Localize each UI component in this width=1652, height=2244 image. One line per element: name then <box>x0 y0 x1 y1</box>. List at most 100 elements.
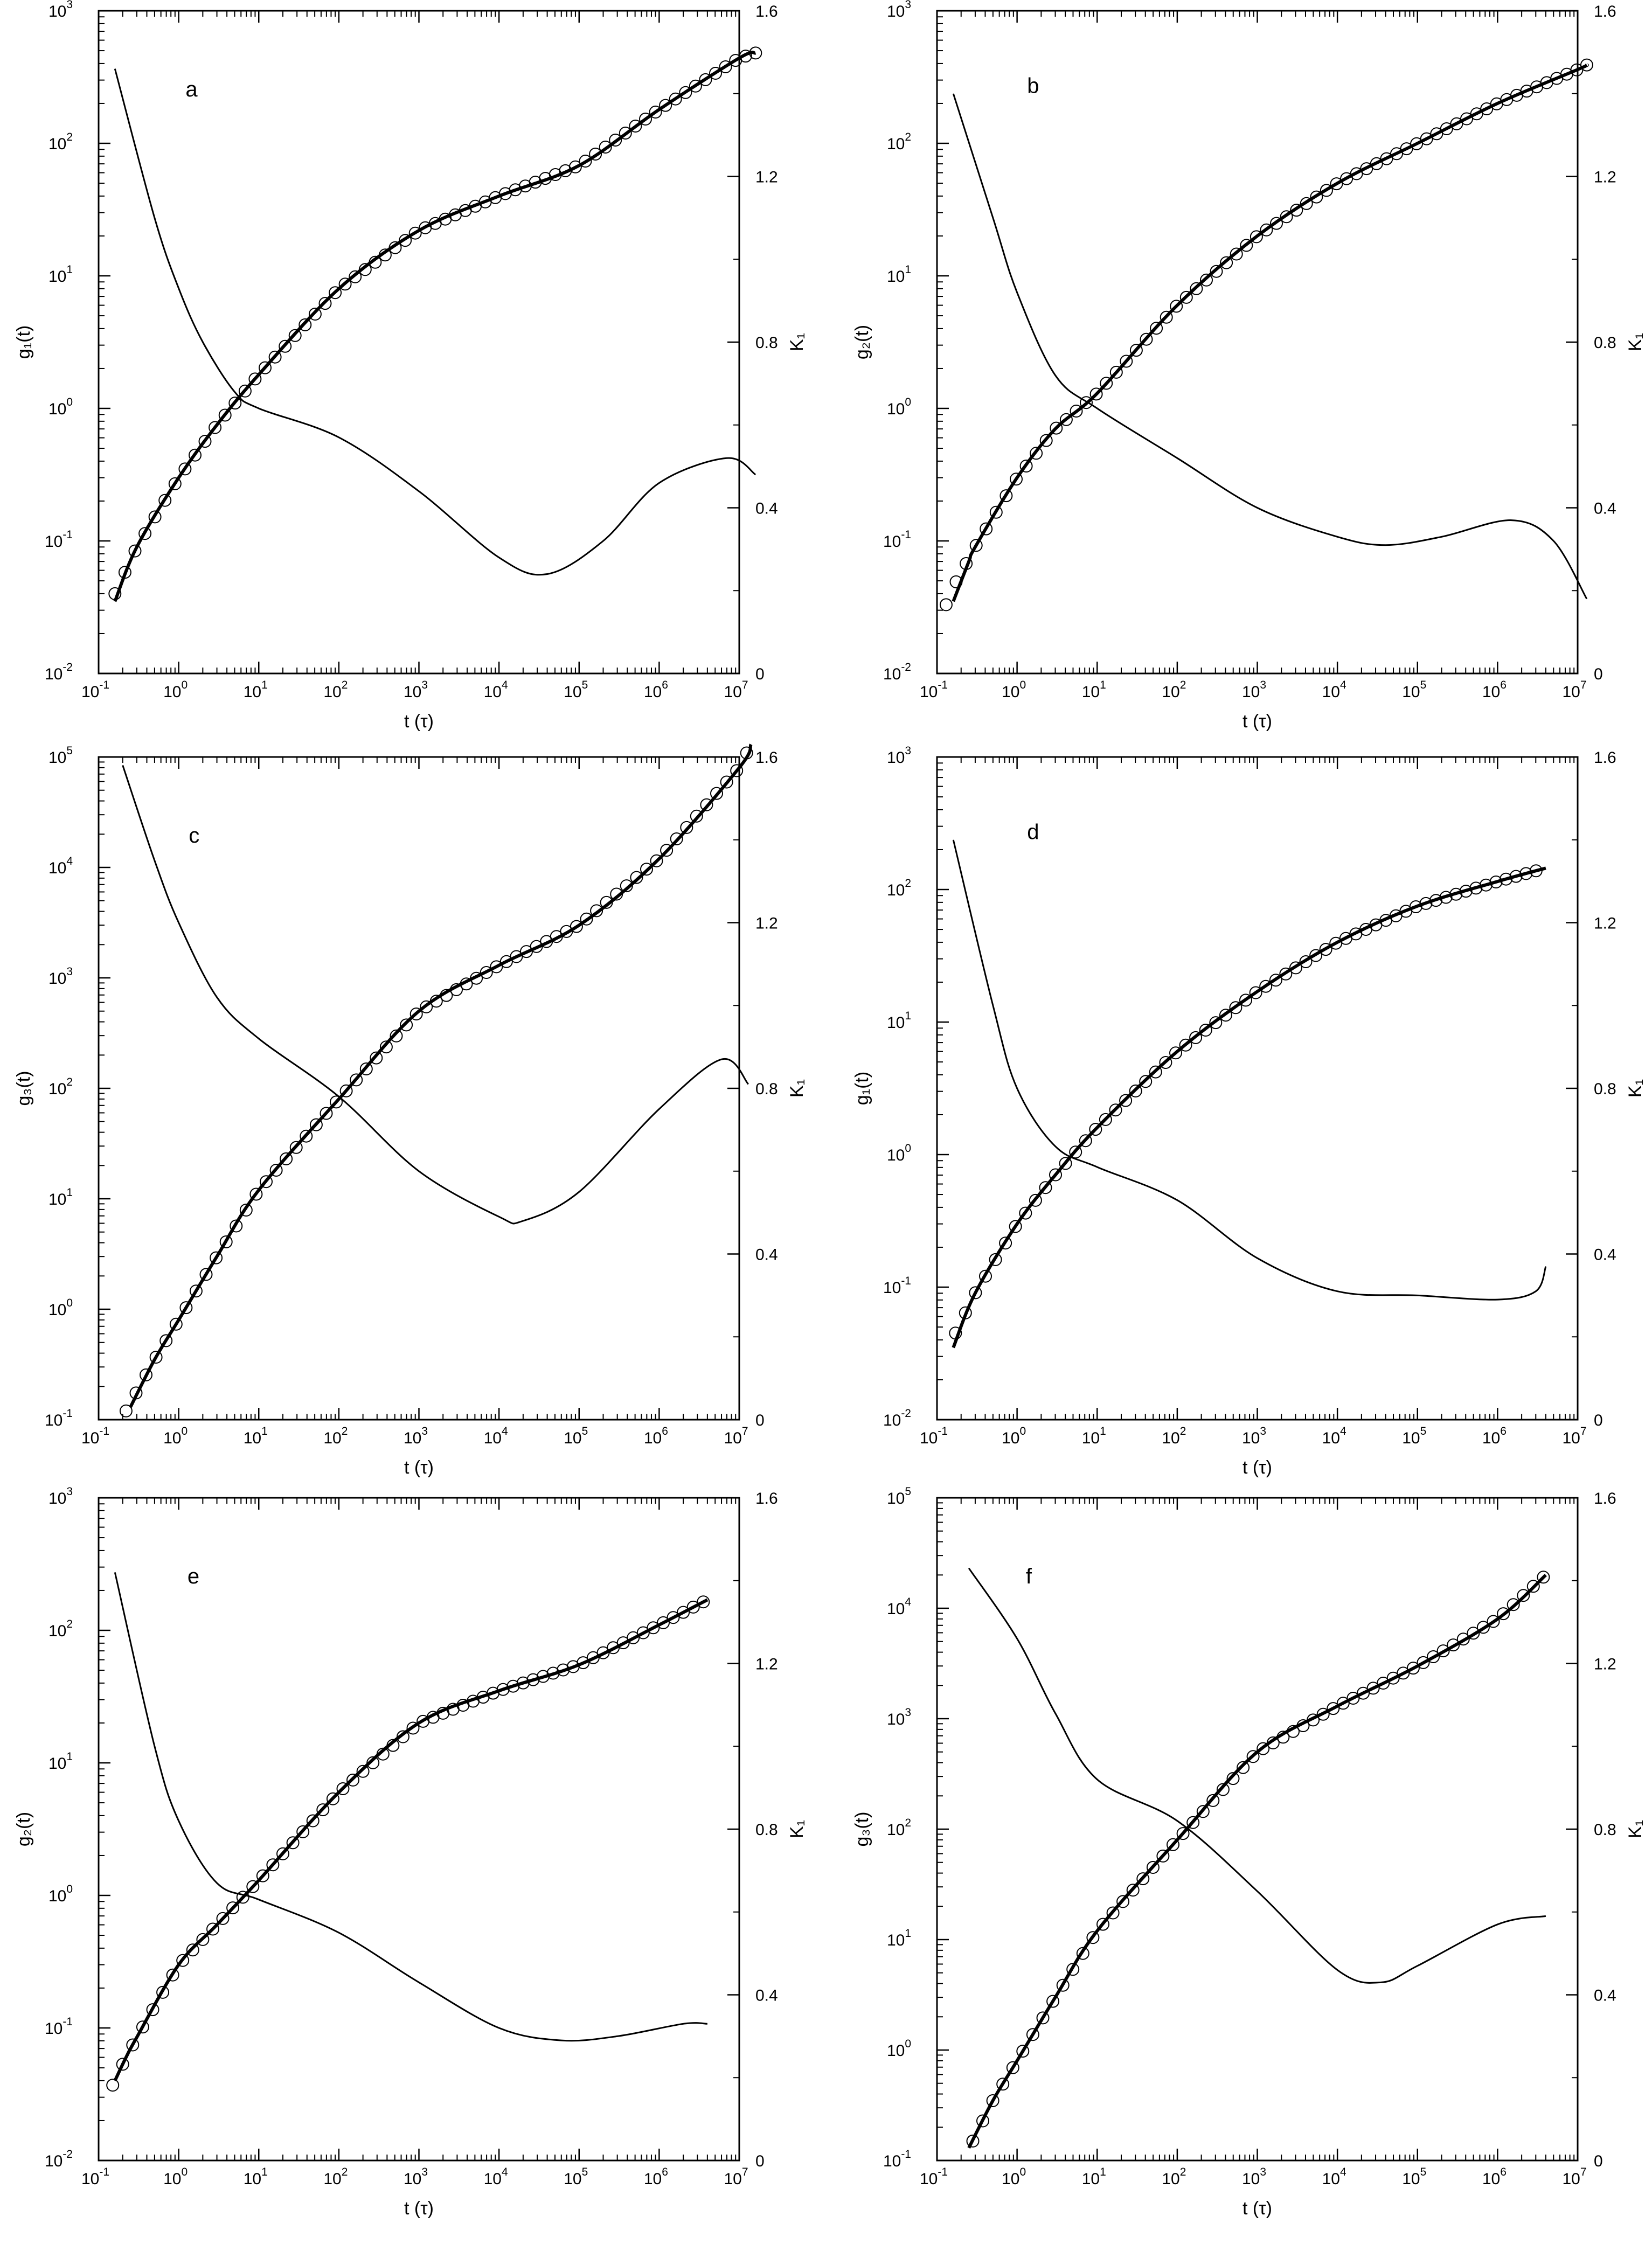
g-data-point <box>619 127 632 140</box>
y-tick-label: 101 <box>48 1186 73 1208</box>
g-data-point <box>300 1129 313 1143</box>
g-data-point <box>1429 894 1442 907</box>
g-data-point <box>1146 1861 1160 1874</box>
x-tick-label: 102 <box>1162 679 1186 701</box>
g-data-point <box>236 1891 249 1904</box>
g-data-point <box>1019 1206 1032 1220</box>
y-tick-label: 103 <box>887 1706 911 1728</box>
panel-label: b <box>1027 74 1039 98</box>
chart-panel-c: 10-1 100 101 102 103 104 105 106 10710-110010110… <box>13 744 807 1478</box>
y2-tick-label: 0.8 <box>1594 1080 1616 1098</box>
plot-frame <box>98 1497 740 2162</box>
g-data-point <box>338 277 352 291</box>
g-data-point <box>639 113 652 126</box>
g-data-point <box>366 1756 380 1769</box>
x-tick-label: 106 <box>644 2166 668 2188</box>
g-data-point <box>1259 979 1273 993</box>
x-tick-exponent: 4 <box>502 1425 508 1437</box>
g-data-point <box>390 1029 403 1043</box>
g-data-point <box>1076 1947 1089 1960</box>
g-data-point <box>949 575 963 588</box>
g-data-point <box>1149 1065 1162 1079</box>
g-data-point <box>388 241 402 254</box>
plot-frame <box>98 10 740 675</box>
k-curve <box>952 839 1547 1301</box>
g-data-point <box>266 1858 280 1872</box>
g-data-point <box>280 1152 293 1165</box>
y-tick-exponent: 0 <box>905 396 911 408</box>
g-fit-curve <box>967 1574 1547 2149</box>
g-data-point <box>579 155 592 168</box>
y2-tick-label: 1.6 <box>1594 749 1616 767</box>
plot-frame <box>936 1497 1579 2162</box>
g-data-point <box>667 1611 680 1624</box>
x-tick-label: 106 <box>1482 1425 1507 1447</box>
g-data-point <box>1210 265 1223 278</box>
g-data-point <box>326 1792 339 1805</box>
g-data-point <box>176 1954 190 1967</box>
y-tick-exponent: 3 <box>66 0 73 11</box>
x-tick-exponent: 0 <box>181 679 188 691</box>
y-tick-label: 101 <box>48 1750 73 1773</box>
g-data-point <box>1470 107 1483 121</box>
y-tick-exponent: 0 <box>905 1142 911 1155</box>
g-data-point <box>1079 1134 1092 1148</box>
g-data-point <box>1309 949 1323 962</box>
g-data-point <box>986 2094 999 2107</box>
x-tick-exponent: 7 <box>1580 679 1587 691</box>
g-data-point <box>116 2058 129 2071</box>
y-tick-exponent: 3 <box>905 1706 911 1719</box>
y-axis-label: g₂(t) <box>852 325 872 359</box>
x-tick-exponent: -1 <box>99 679 109 691</box>
x-tick-exponent: -1 <box>99 1425 109 1437</box>
x-tick-label: 10-1 <box>920 1425 948 1447</box>
g-data-point <box>1129 1084 1142 1097</box>
g-data-point <box>1360 162 1373 176</box>
g-data-point <box>1189 1031 1203 1044</box>
y2-tick-label: 1.2 <box>755 169 778 186</box>
g-data-point <box>1336 1697 1350 1710</box>
g-data-point <box>1456 1632 1470 1646</box>
g-data-point <box>230 1219 243 1233</box>
g-data-point <box>1509 870 1523 883</box>
y2-tick-label: 0 <box>1594 1412 1603 1429</box>
g-data-point <box>1580 58 1593 72</box>
g-data-point <box>260 1175 273 1189</box>
x-tick-label: 100 <box>1002 679 1026 701</box>
x-tick-exponent: 4 <box>1340 2166 1346 2178</box>
y-tick-label: 104 <box>887 1596 911 1618</box>
g-data-point <box>1487 1615 1500 1628</box>
g-fit-curve <box>952 63 1589 602</box>
g-data-point <box>1269 974 1282 987</box>
g-data-point <box>320 1107 333 1120</box>
g-data-point <box>570 920 583 933</box>
g-data-point <box>719 60 732 73</box>
g-data-point <box>228 397 242 410</box>
g-data-point <box>346 1773 359 1787</box>
g-data-point <box>1086 1931 1100 1944</box>
g-data-point <box>369 255 382 269</box>
g-data-point <box>697 1595 710 1609</box>
x-tick-exponent: -1 <box>938 679 948 691</box>
g-data-point <box>1427 1650 1440 1663</box>
x-tick-exponent: 6 <box>1500 2166 1507 2178</box>
g-data-point <box>1289 961 1302 975</box>
x-tick-label: 103 <box>1242 2166 1266 2188</box>
y2-tick-label: 0.4 <box>755 500 778 518</box>
chart-panel-a: 10-1 100 101 102 103 104 105 106 10710-210-11001… <box>13 0 807 732</box>
y2-tick-label: 1.6 <box>1594 1490 1616 1507</box>
g-data-point <box>1419 897 1433 910</box>
y-tick-exponent: -1 <box>63 2016 73 2028</box>
g-data-point <box>1397 1666 1410 1680</box>
g-data-point <box>1156 1849 1170 1863</box>
g-data-point <box>939 598 953 612</box>
g-data-point <box>568 160 582 173</box>
x-tick-label: 105 <box>1402 2166 1426 2188</box>
g-data-point <box>1417 1656 1430 1669</box>
g-data-point <box>350 1073 363 1087</box>
y2-tick-label: 1.2 <box>755 915 778 933</box>
g-data-point <box>1190 282 1203 295</box>
x-tick-label: 107 <box>724 2166 748 2188</box>
g-data-point <box>650 854 663 867</box>
x-tick-exponent: 2 <box>1180 1425 1186 1437</box>
